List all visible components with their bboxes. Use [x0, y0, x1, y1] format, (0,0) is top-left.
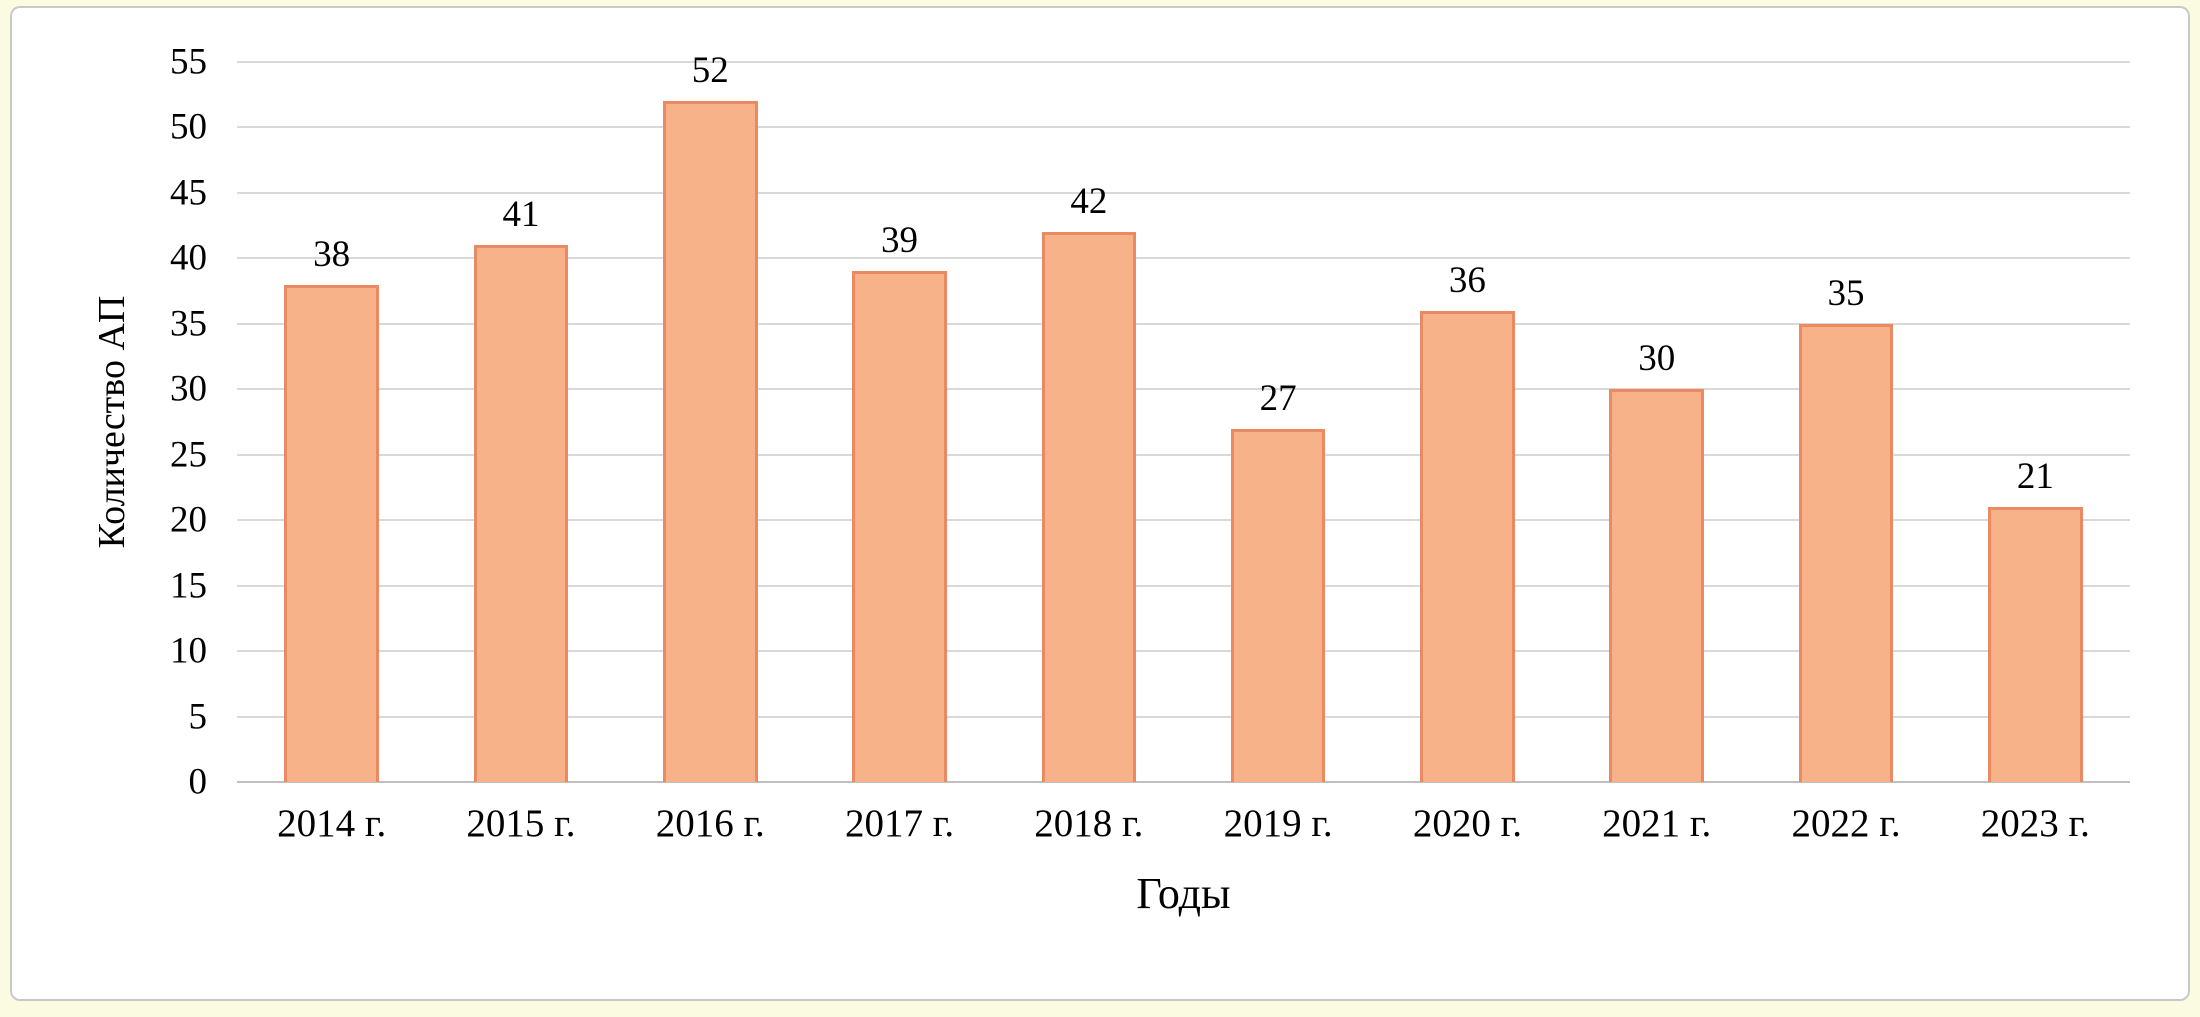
bar-value-label: 38	[313, 233, 351, 275]
gridline	[237, 322, 2130, 325]
x-axis-line	[237, 781, 2130, 783]
bar-slot: 36	[1373, 62, 1562, 782]
y-tick-label: 50	[170, 106, 207, 148]
gridline	[237, 584, 2130, 587]
x-tick-label: 2014 г.	[277, 802, 387, 845]
plot-area: 38 41 52 39 42 27 36 30 35 21	[237, 52, 2130, 783]
bar-slot: 27	[1183, 62, 1372, 782]
gridline	[237, 191, 2130, 194]
y-axis-tick-labels: 0 5 10 15 20 25 30 35 40 45 50 55	[12, 44, 208, 801]
bar-slot: 52	[616, 52, 805, 782]
bar-slot: 35	[1751, 62, 1940, 782]
y-tick-label: 35	[170, 303, 207, 345]
y-tick-label: 40	[170, 237, 207, 279]
y-tick-label: 55	[170, 41, 207, 83]
bar-slot: 21	[1941, 62, 2130, 782]
bar: 36	[1420, 262, 1515, 782]
x-tick-label: 2022 г.	[1791, 802, 1901, 845]
x-tick-label: 2019 г.	[1223, 802, 1333, 845]
y-tick-label: 15	[170, 565, 207, 607]
x-tick-label: 2017 г.	[844, 802, 955, 845]
x-tick-label: 2020 г.	[1412, 802, 1522, 845]
bar-slot: 39	[805, 62, 994, 782]
y-tick-label: 45	[170, 172, 207, 214]
x-axis-labels: 2014 г. 2015 г. 2016 г. 2017 г. 2018 г. 2019 …	[237, 802, 2130, 846]
x-tick-label: 2016 г.	[655, 802, 765, 845]
bar: 52	[662, 52, 758, 782]
y-tick-label: 25	[170, 434, 207, 476]
gridline	[237, 453, 2130, 456]
bar: 21	[1988, 458, 2083, 782]
bar-value-label: 21	[2016, 456, 2054, 498]
bar-value-label: 42	[1070, 181, 1108, 223]
x-tick-label: 2023 г.	[1980, 802, 2090, 845]
gridline	[237, 715, 2130, 718]
y-tick-label: 5	[188, 696, 208, 738]
x-tick-label: 2018 г.	[1034, 802, 1144, 845]
bar-slot: 30	[1562, 62, 1751, 782]
bar: 35	[1798, 275, 1894, 782]
gridline	[237, 257, 2130, 260]
y-tick-label: 0	[188, 761, 208, 803]
bar-value-label: 52	[691, 50, 729, 92]
y-tick-label: 30	[170, 368, 207, 410]
gridline	[237, 126, 2130, 129]
bar-value-label: 35	[1827, 272, 1865, 314]
bar: 30	[1609, 340, 1705, 782]
bar-value-label: 39	[881, 220, 919, 262]
chart-panel: Количество АП 0 5 10 15 20 25 30 35 40 45 50 55 38 4…	[10, 6, 2190, 1001]
gridline	[237, 388, 2130, 391]
bar-slot: 38	[237, 62, 426, 782]
bar-value-label: 30	[1638, 338, 1676, 380]
bar-value-label: 36	[1448, 259, 1486, 301]
bar: 27	[1230, 380, 1326, 782]
x-tick-label: 2021 г.	[1602, 802, 1712, 845]
gridline	[237, 61, 2130, 63]
bar: 41	[473, 196, 569, 782]
x-tick-label: 2015 г.	[466, 802, 576, 845]
gridline	[237, 519, 2130, 522]
gridlines	[237, 61, 2130, 783]
y-tick-label: 20	[170, 499, 207, 541]
bar: 39	[852, 222, 947, 782]
bar-series: 38 41 52 39 42 27 36 30 35 21	[237, 52, 2130, 782]
x-axis-title: Годы	[1136, 869, 1231, 918]
bar: 38	[284, 236, 379, 782]
bar-slot: 42	[994, 62, 1183, 782]
bar: 42	[1041, 183, 1137, 782]
y-tick-label: 10	[170, 630, 207, 672]
gridline	[237, 650, 2130, 653]
bar-value-label: 41	[502, 194, 540, 236]
bar-slot: 41	[426, 62, 615, 782]
bar-value-label: 27	[1259, 377, 1297, 419]
